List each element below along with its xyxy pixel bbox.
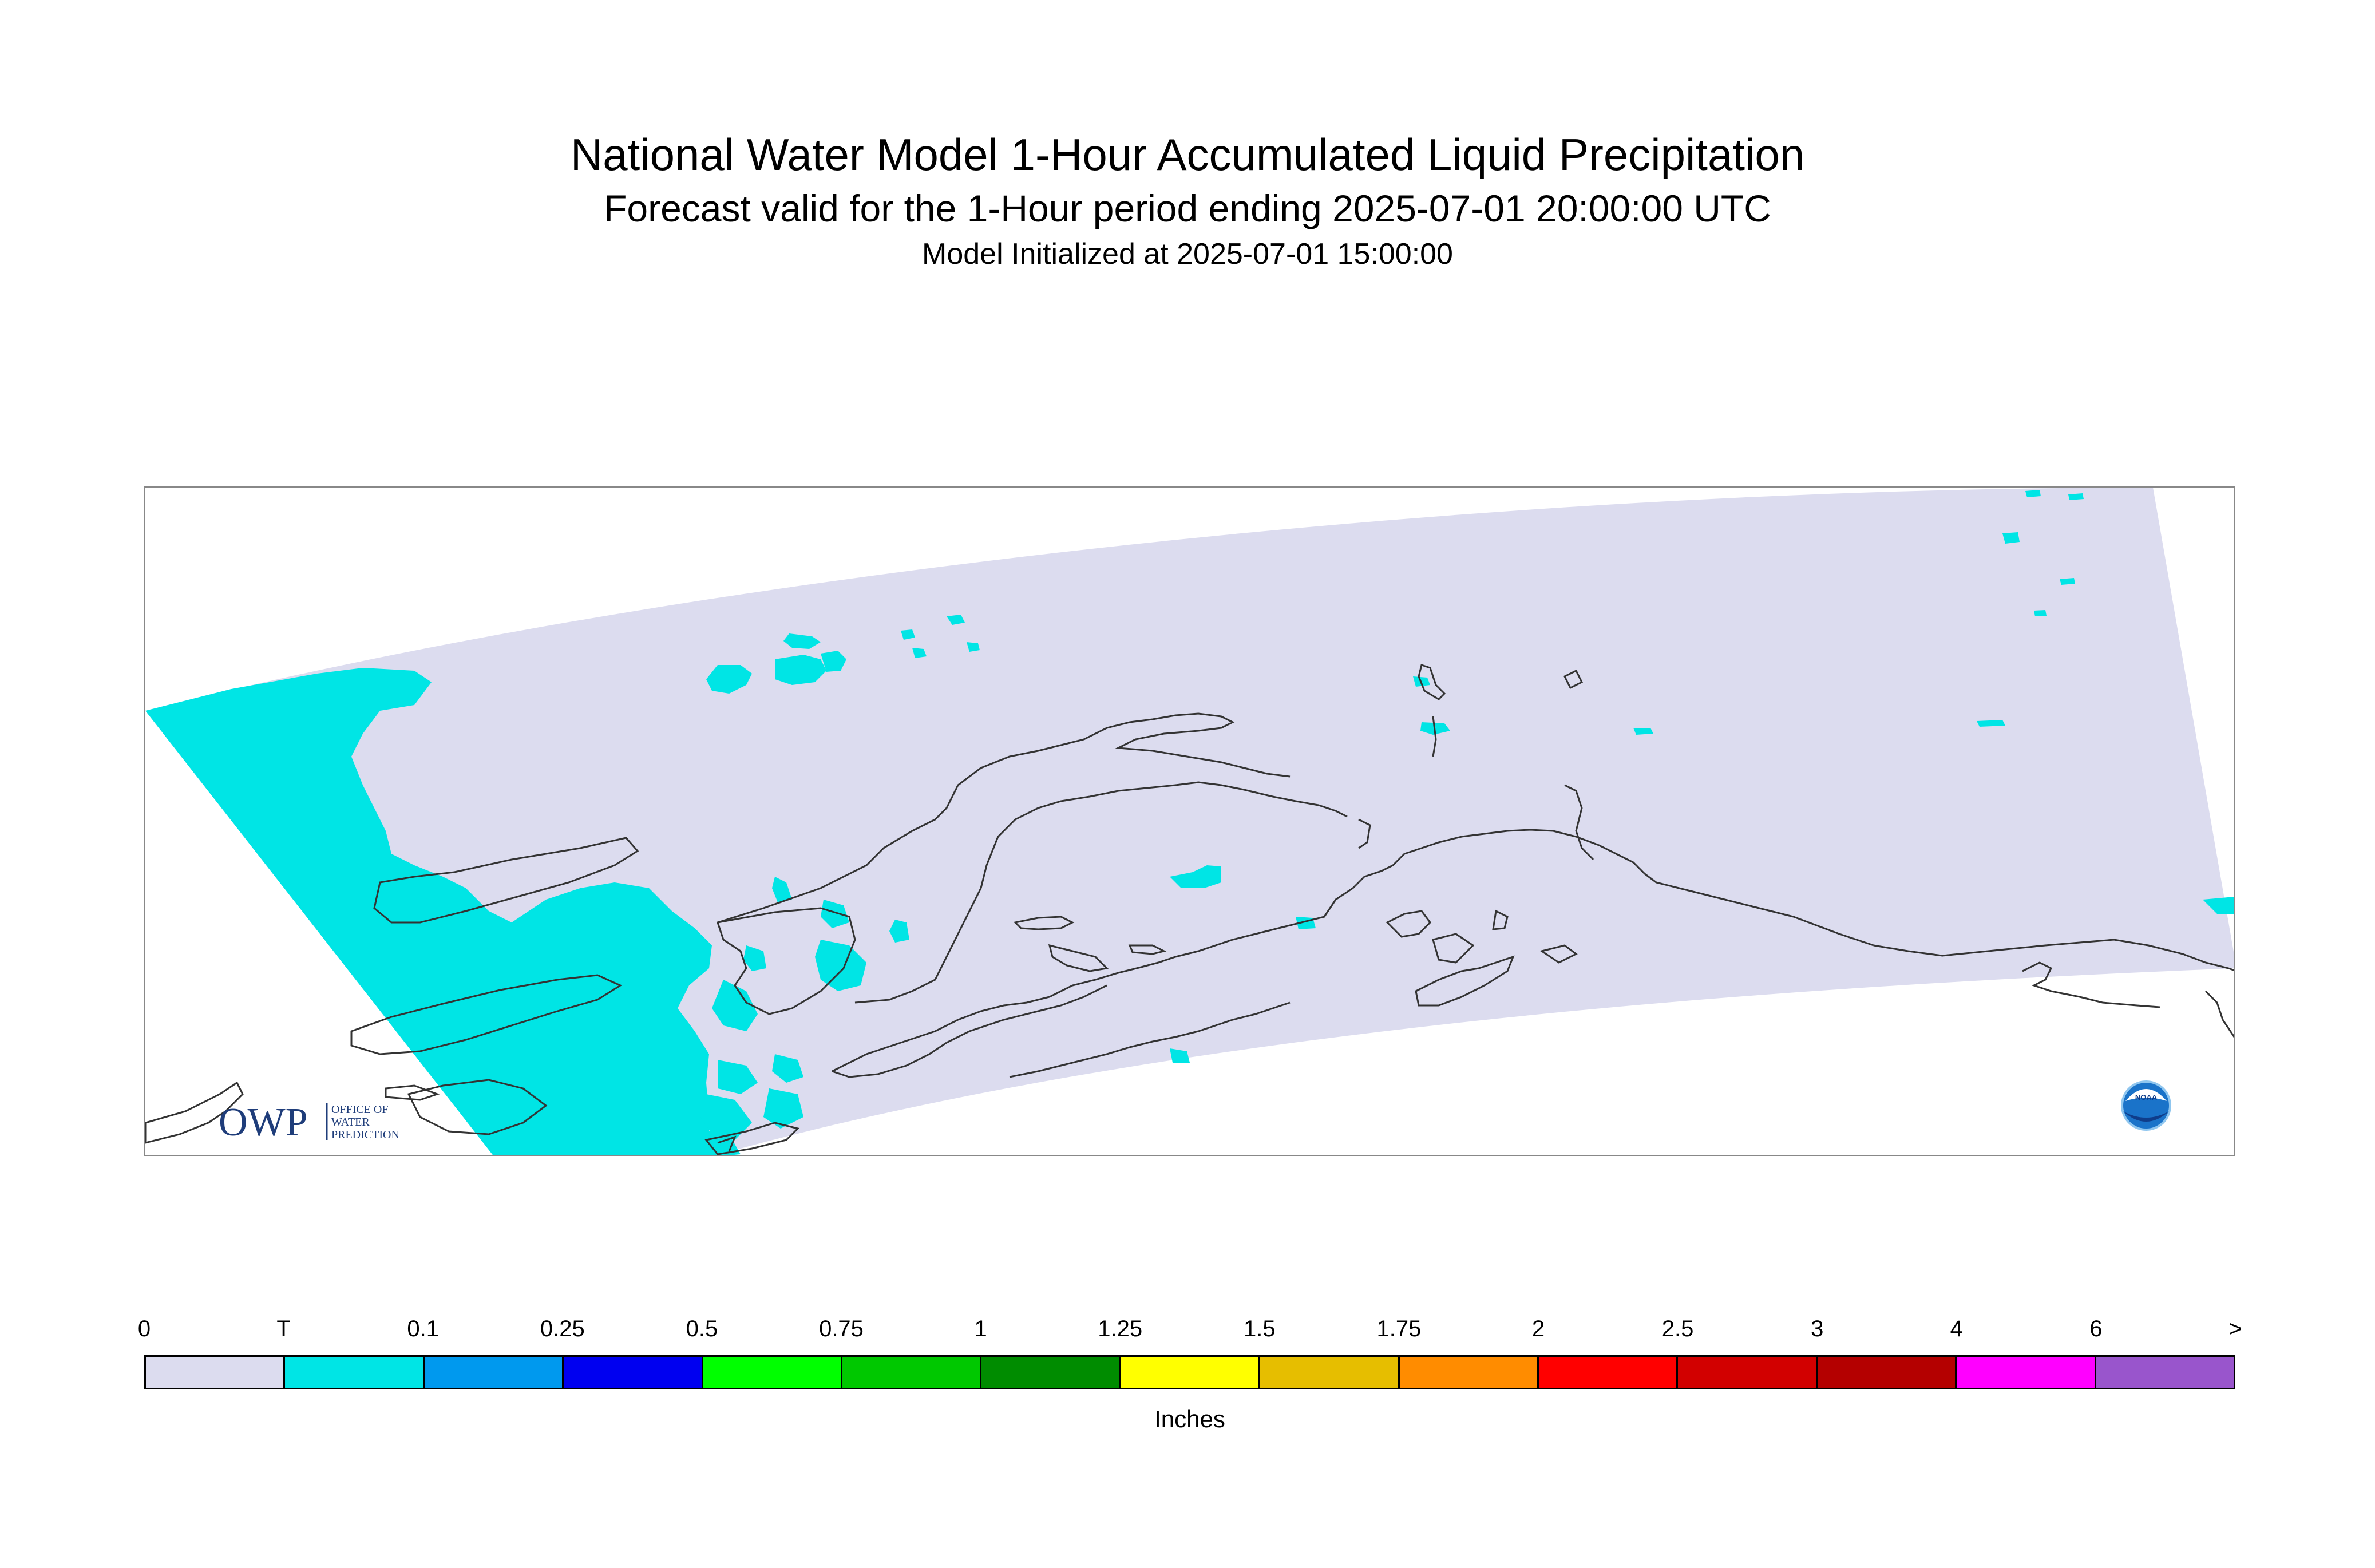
noaa-logo-text: NOAA	[2135, 1093, 2158, 1102]
legend-tick-label: 2	[1531, 1316, 1545, 1341]
trace-precip-region	[145, 490, 2234, 1155]
owp-logo-line3: PREDICTION	[331, 1129, 399, 1141]
legend-swatch	[981, 1357, 1121, 1388]
legend-tick-label: 4	[1950, 1316, 1963, 1341]
owp-logo: OWP OFFICE OF WATER PREDICTION	[219, 1100, 399, 1145]
legend-tick-label: 0.25	[540, 1316, 585, 1341]
legend-tick-label: 1.75	[1376, 1316, 1422, 1341]
coastline-lines	[145, 664, 2234, 1155]
legend-tick-label: 6	[2089, 1316, 2103, 1341]
legend-tick-label: 0.5	[686, 1316, 718, 1341]
legend-swatch	[1539, 1357, 1679, 1388]
precipitation-map: OWP OFFICE OF WATER PREDICTION NOAA	[145, 488, 2234, 1155]
legend-swatch	[1817, 1357, 1957, 1388]
owp-logo-line1: OFFICE OF	[331, 1103, 388, 1116]
legend-swatch	[564, 1357, 703, 1388]
precip-legend: 0 T 0.1 0.25 0.5 0.75 1 1.25 1.5 1.75 2 2.5 3 4 6 > Inc…	[138, 1310, 2242, 1432]
legend-tick-label: 0	[137, 1316, 151, 1341]
legend-swatch	[285, 1357, 425, 1388]
legend-swatch	[1260, 1357, 1400, 1388]
legend-tick-label: 1.25	[1098, 1316, 1143, 1341]
legend-tick-label: 1	[974, 1316, 987, 1341]
legend-swatch	[1121, 1357, 1261, 1388]
legend-swatch	[2096, 1357, 2234, 1388]
legend-tick-label: 0.1	[407, 1316, 439, 1341]
legend-swatch	[703, 1357, 843, 1388]
legend-tick-label: 3	[1811, 1316, 1824, 1341]
legend-tick-label: T	[276, 1316, 291, 1341]
legend-units-label: Inches	[1154, 1405, 1225, 1432]
forecast-valid-subtitle: Forecast valid for the 1-Hour period end…	[604, 187, 1771, 229]
legend-tick-label: >	[2228, 1316, 2242, 1341]
legend-swatch	[1678, 1357, 1818, 1388]
legend-swatch	[1399, 1357, 1539, 1388]
legend-swatch	[1957, 1357, 2096, 1388]
noaa-logo-icon: NOAA	[2121, 1080, 2171, 1131]
legend-tick-label: 2.5	[1661, 1316, 1694, 1341]
legend-swatch	[424, 1357, 564, 1388]
model-initialized-subtitle: Model Initialized at 2025-07-01 15:00:00	[922, 237, 1453, 271]
legend-swatch	[146, 1357, 286, 1388]
map-title: National Water Model 1-Hour Accumulated …	[570, 129, 1805, 180]
legend-color-bar	[144, 1355, 2235, 1389]
legend-tick-label: 0.75	[819, 1316, 864, 1341]
legend-swatch	[842, 1357, 982, 1388]
legend-tick-label: 1.5	[1243, 1316, 1276, 1341]
map-panel: OWP OFFICE OF WATER PREDICTION NOAA	[144, 486, 2235, 1156]
owp-logo-mark: OWP	[219, 1100, 308, 1145]
owp-logo-line2: WATER	[331, 1116, 370, 1129]
